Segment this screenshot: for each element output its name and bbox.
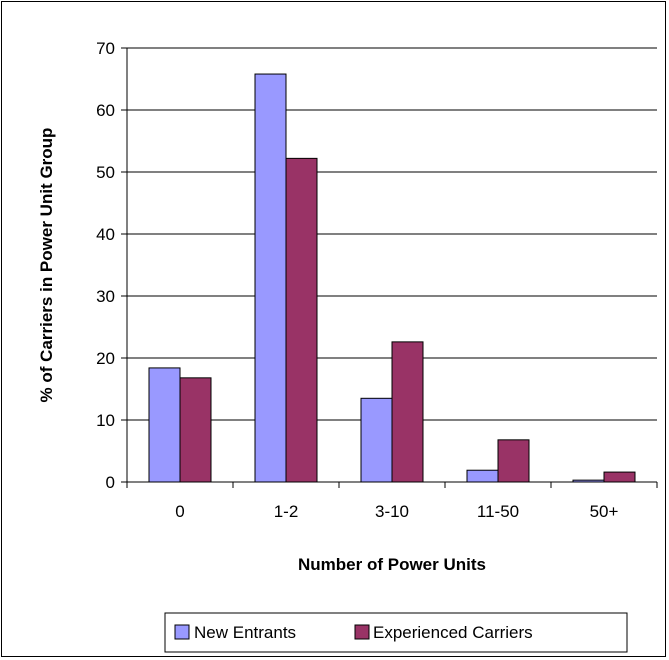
bar-experienced-carriers-2 [391,341,424,483]
bar-new-entrants-1 [254,73,287,483]
y-tick-labels: 0 10 20 30 40 50 60 70 [96,39,127,492]
y-tick-label: 60 [96,101,115,120]
x-tick-label: 0 [175,502,184,521]
bar-experienced-carriers-4 [603,471,636,483]
legend: New Entrants Experienced Carriers [164,612,628,653]
bar-experienced-carriers-1 [285,157,318,483]
x-tick-label: 11-50 [477,502,519,521]
legend-swatch-new-entrants [174,624,190,640]
x-tick-label: 3-10 [375,502,409,521]
axes [126,48,657,483]
y-tick-label: 20 [96,349,115,368]
bars [148,73,636,483]
x-tick-label: 1-2 [274,502,299,521]
legend-box [164,612,628,653]
y-tick-label: 0 [106,473,115,492]
x-tick-labels: 0 1-2 3-10 11-50 50+ [126,482,658,521]
y-tick-label: 70 [96,39,115,58]
y-tick-label: 50 [96,163,115,182]
bar-new-entrants-2 [360,397,393,483]
bar-new-entrants-0 [148,367,181,483]
x-axis-title: Number of Power Units [298,555,486,574]
legend-swatch-experienced-carriers [354,624,370,640]
y-tick-label: 30 [96,287,115,306]
legend-label-new-entrants: New Entrants [194,623,296,642]
bar-experienced-carriers-3 [497,439,530,483]
bar-new-entrants-3 [466,469,499,483]
y-axis-title: % of Carriers in Power Unit Group [37,128,56,403]
gridlines [127,47,657,421]
legend-label-experienced-carriers: Experienced Carriers [373,623,533,642]
y-tick-label: 40 [96,225,115,244]
y-tick-label: 10 [96,411,115,430]
bar-experienced-carriers-0 [179,377,212,483]
x-tick-label: 50+ [590,502,619,521]
